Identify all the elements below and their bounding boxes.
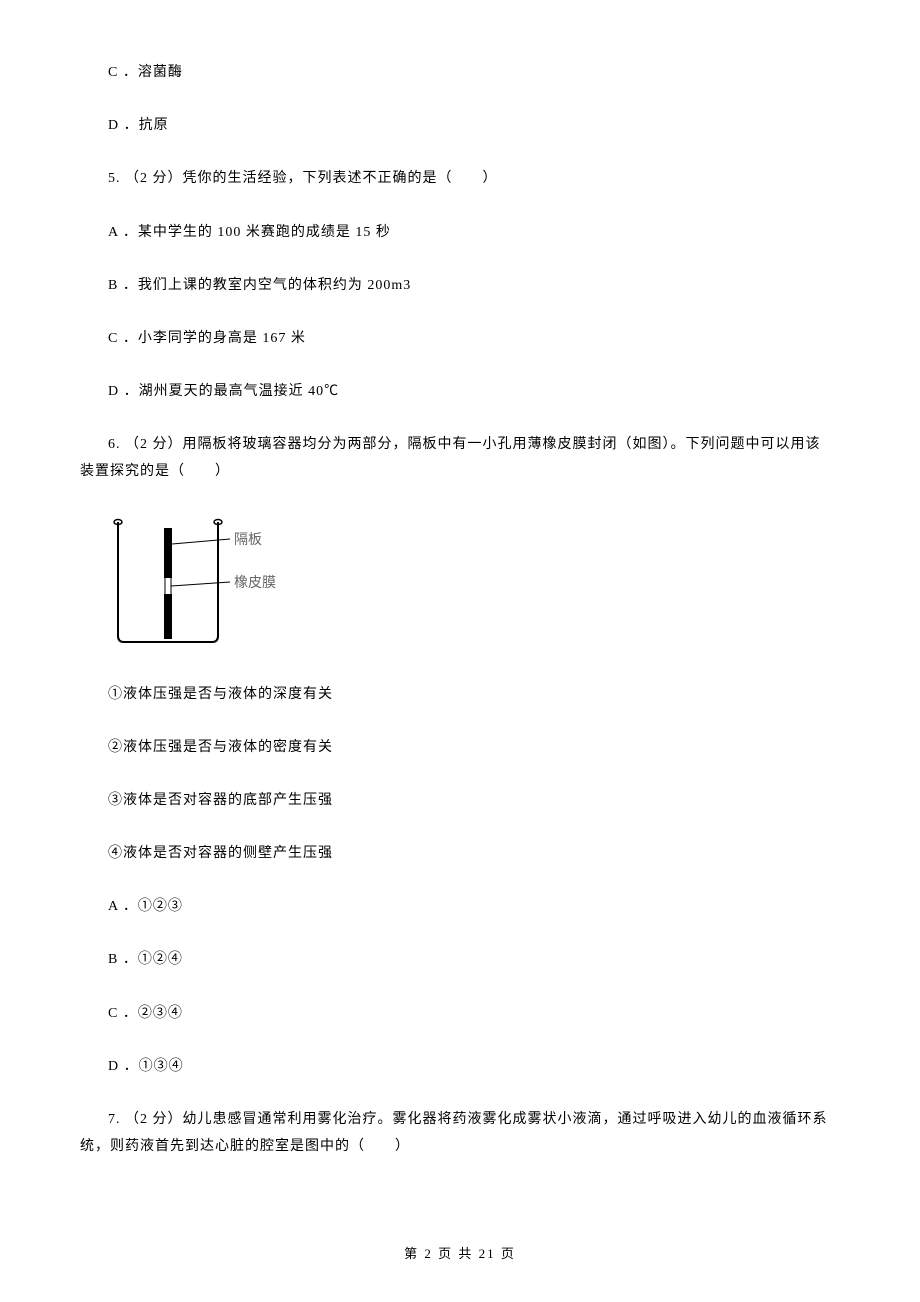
page-content: C ．溶菌酶 D ．抗原 5. （2 分）凭你的生活经验，下列表述不正确的是（ … bbox=[0, 0, 920, 1160]
q5-stem: 5. （2 分）凭你的生活经验，下列表述不正确的是（ ） bbox=[80, 166, 840, 191]
leader-bottom bbox=[171, 582, 230, 586]
q6-stem-line1: 6. （2 分）用隔板将玻璃容器均分为两部分，隔板中有一小孔用薄橡皮膜封闭（如图… bbox=[80, 437, 821, 452]
q5-option-a: A ．某中学生的 100 米赛跑的成绩是 15 秒 bbox=[80, 220, 840, 245]
q6-stem: 6. （2 分）用隔板将玻璃容器均分为两部分，隔板中有一小孔用薄橡皮膜封闭（如图… bbox=[80, 432, 840, 485]
q7-stem-line1: 7. （2 分）幼儿患感冒通常利用雾化治疗。雾化器将药液雾化成雾状小液滴，通过呼… bbox=[80, 1112, 828, 1127]
partition-bottom bbox=[164, 594, 172, 639]
leader-top bbox=[172, 539, 230, 544]
page-footer: 第 2 页 共 21 页 bbox=[0, 1243, 920, 1262]
label-membrane: 橡皮膜 bbox=[234, 575, 276, 591]
q6-option-b: B ．①②④ bbox=[80, 947, 840, 972]
q6-statement-2: ②液体压强是否与液体的密度有关 bbox=[80, 735, 840, 760]
q6-option-d: D ．①③④ bbox=[80, 1054, 840, 1079]
q6-option-a: A ．①②③ bbox=[80, 894, 840, 919]
label-partition: 隔板 bbox=[234, 532, 262, 548]
q6-diagram: 隔板 橡皮膜 bbox=[80, 514, 840, 654]
option-c-prev: C ．溶菌酶 bbox=[80, 60, 840, 85]
q6-stem-line2: 装置探究的是（ ） bbox=[80, 464, 230, 479]
q5-option-b: B ．我们上课的教室内空气的体积约为 200m3 bbox=[80, 273, 840, 298]
q6-statement-3: ③液体是否对容器的底部产生压强 bbox=[80, 788, 840, 813]
beaker-diagram: 隔板 橡皮膜 bbox=[108, 514, 293, 649]
q6-option-c: C ．②③④ bbox=[80, 1001, 840, 1026]
q6-statement-4: ④液体是否对容器的侧壁产生压强 bbox=[80, 841, 840, 866]
q5-option-d: D ．湖州夏天的最高气温接近 40℃ bbox=[80, 379, 840, 404]
partition-top bbox=[164, 528, 172, 578]
q5-option-c: C ．小李同学的身高是 167 米 bbox=[80, 326, 840, 351]
q6-statement-1: ①液体压强是否与液体的深度有关 bbox=[80, 682, 840, 707]
q7-stem: 7. （2 分）幼儿患感冒通常利用雾化治疗。雾化器将药液雾化成雾状小液滴，通过呼… bbox=[80, 1107, 840, 1160]
q7-stem-line2: 统，则药液首先到达心脏的腔室是图中的（ ） bbox=[80, 1139, 410, 1154]
option-d-prev: D ．抗原 bbox=[80, 113, 840, 138]
